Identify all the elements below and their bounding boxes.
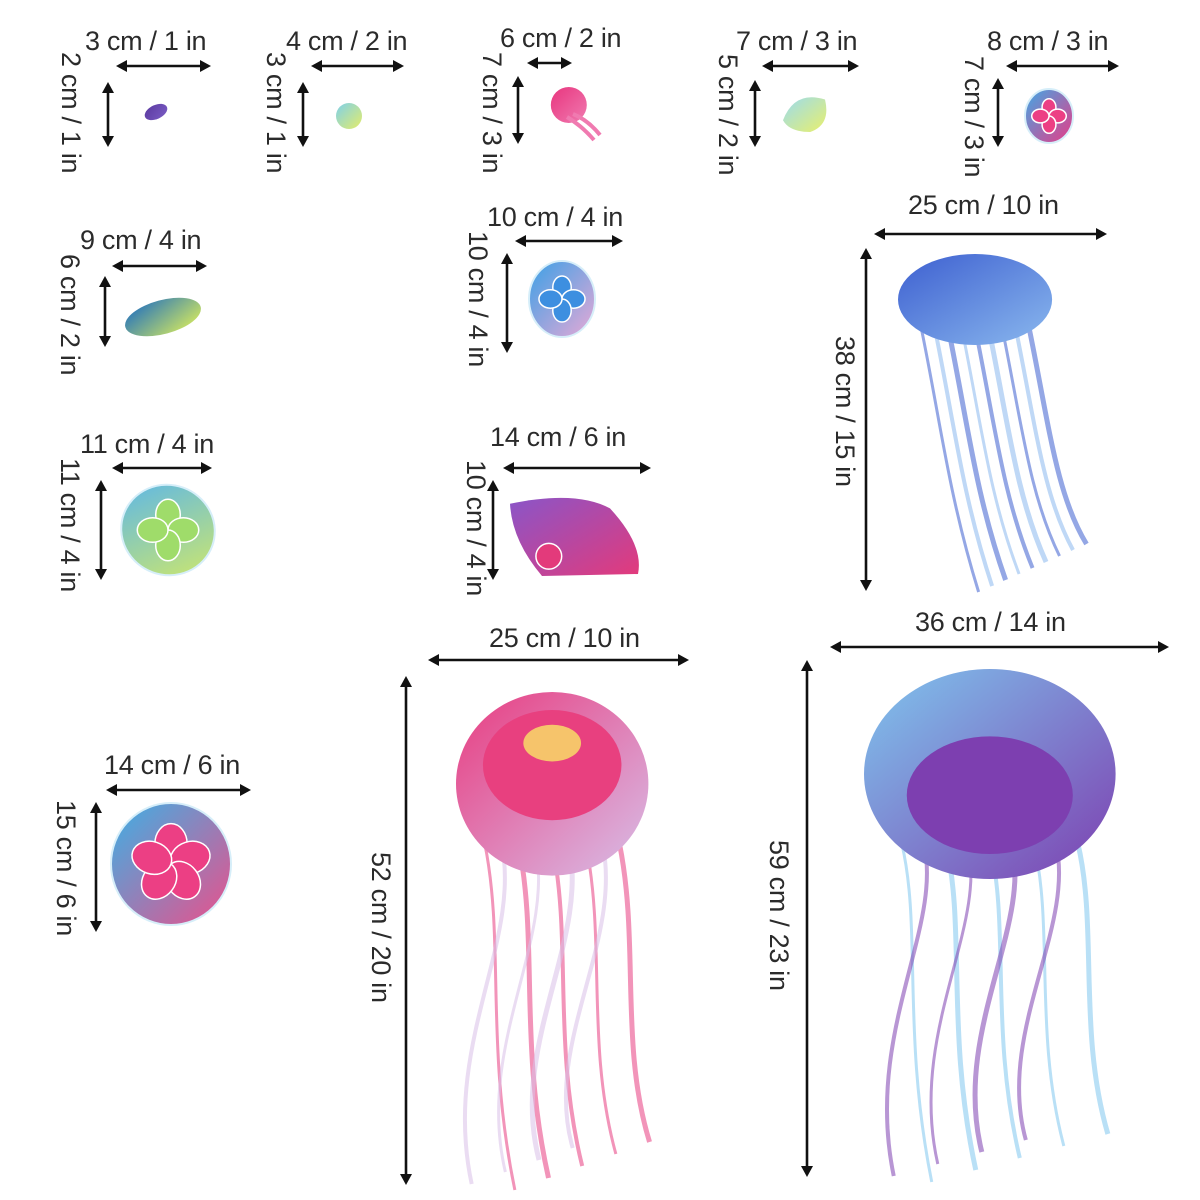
width-dimension-arrow-icon — [762, 59, 860, 73]
height-dimension-arrow-icon — [101, 82, 115, 148]
height-dimension-arrow-icon — [500, 253, 514, 354]
width-label: 3 cm / 1 in — [85, 26, 207, 56]
height-dimension-arrow-icon — [859, 248, 873, 592]
height-dimension-arrow-icon — [296, 82, 310, 148]
jellyfish-decal-illustration — [118, 482, 218, 578]
width-label: 4 cm / 2 in — [286, 26, 408, 56]
width-label: 11 cm / 4 in — [80, 429, 214, 459]
width-label: 7 cm / 3 in — [736, 26, 858, 56]
height-dimension-arrow-icon — [94, 480, 108, 581]
width-label: 14 cm / 6 in — [490, 422, 626, 452]
height-label: 52 cm / 20 in — [366, 852, 396, 1003]
width-dimension-arrow-icon — [311, 59, 405, 73]
height-label: 3 cm / 1 in — [261, 52, 291, 174]
width-dimension-arrow-icon — [503, 461, 652, 475]
height-dimension-arrow-icon — [800, 660, 814, 1178]
width-label: 36 cm / 14 in — [915, 607, 1066, 637]
width-label: 10 cm / 4 in — [487, 202, 623, 232]
width-label: 25 cm / 10 in — [489, 623, 640, 653]
height-label: 59 cm / 23 in — [764, 840, 794, 991]
width-dimension-arrow-icon — [428, 653, 690, 667]
jellyfish-decal-illustration — [1022, 86, 1076, 146]
height-dimension-arrow-icon — [399, 676, 413, 1186]
width-label: 9 cm / 4 in — [80, 225, 202, 255]
jellyfish-decal-illustration — [526, 258, 598, 340]
width-dimension-arrow-icon — [874, 227, 1108, 241]
height-label: 10 cm / 4 in — [461, 460, 491, 596]
height-label: 7 cm / 3 in — [477, 52, 507, 174]
jellyfish-decal-illustration — [508, 490, 644, 582]
height-dimension-arrow-icon — [511, 76, 525, 145]
jellyfish-decal-illustration — [892, 250, 1122, 600]
height-dimension-arrow-icon — [748, 80, 762, 148]
jellyfish-decal-illustration — [122, 296, 204, 338]
jellyfish-decal-illustration — [830, 665, 1170, 1190]
width-dimension-arrow-icon — [106, 783, 252, 797]
width-dimension-arrow-icon — [112, 259, 208, 273]
height-dimension-arrow-icon — [486, 480, 500, 581]
height-label: 10 cm / 4 in — [463, 231, 493, 367]
width-dimension-arrow-icon — [527, 56, 573, 70]
height-dimension-arrow-icon — [991, 78, 1005, 148]
height-dimension-arrow-icon — [89, 802, 103, 933]
width-label: 25 cm / 10 in — [908, 190, 1059, 220]
jellyfish-decal-illustration — [546, 84, 606, 144]
jellyfish-decal-illustration — [430, 688, 690, 1198]
width-dimension-arrow-icon — [112, 461, 213, 475]
width-dimension-arrow-icon — [830, 640, 1170, 654]
jellyfish-decal-illustration — [108, 800, 234, 928]
width-label: 14 cm / 6 in — [104, 750, 240, 780]
height-dimension-arrow-icon — [98, 276, 112, 348]
height-label: 7 cm / 3 in — [959, 56, 989, 178]
jellyfish-decal-illustration — [333, 101, 365, 131]
width-dimension-arrow-icon — [1006, 59, 1120, 73]
width-dimension-arrow-icon — [116, 59, 212, 73]
width-label: 6 cm / 2 in — [500, 23, 622, 53]
height-label: 38 cm / 15 in — [830, 336, 860, 487]
height-label: 6 cm / 2 in — [55, 254, 85, 376]
height-label: 11 cm / 4 in — [55, 458, 85, 592]
height-label: 15 cm / 6 in — [51, 800, 81, 936]
jellyfish-decal-illustration — [143, 102, 169, 122]
height-label: 2 cm / 1 in — [56, 52, 86, 174]
width-label: 8 cm / 3 in — [987, 26, 1109, 56]
width-dimension-arrow-icon — [515, 234, 624, 248]
height-label: 5 cm / 2 in — [713, 54, 743, 176]
jellyfish-decal-illustration — [779, 88, 831, 134]
